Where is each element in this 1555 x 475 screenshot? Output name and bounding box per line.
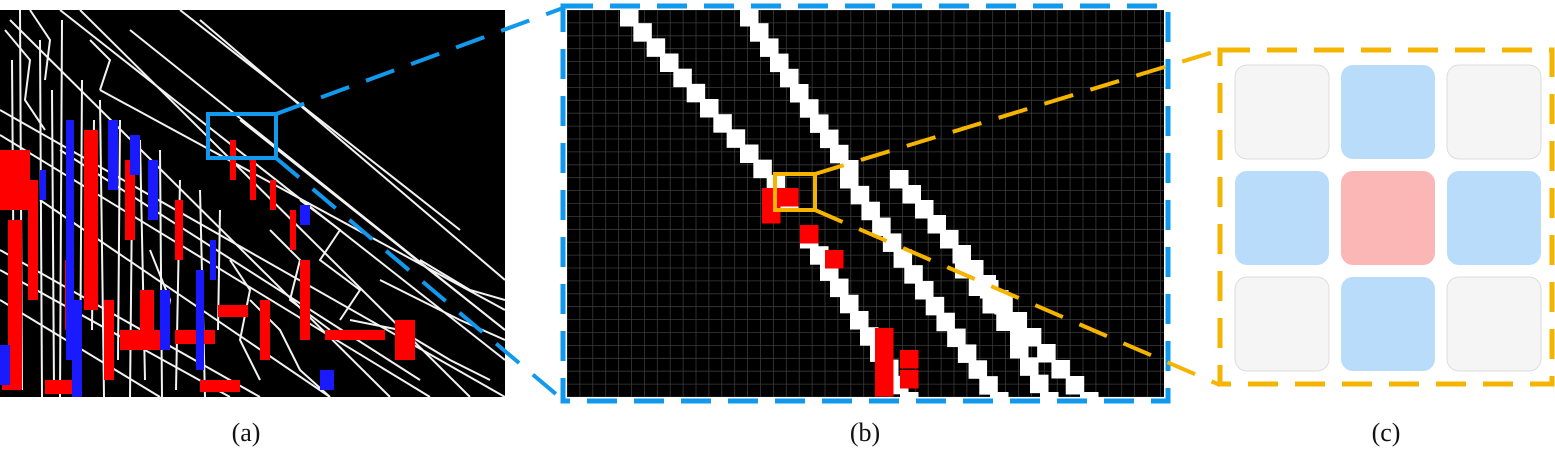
red-pixel	[875, 345, 894, 364]
edge-pixel	[750, 23, 769, 42]
edge-pixel	[1030, 374, 1049, 394]
red-pixel	[900, 350, 919, 369]
caption-b: (b)	[849, 418, 881, 447]
panel-b-pixels	[620, 10, 1099, 397]
edge-pixel	[860, 327, 879, 346]
zoom-connector-ab	[274, 6, 565, 402]
edge-pixel	[957, 344, 977, 363]
edge-pixel	[1040, 392, 1059, 397]
edge-pixel	[620, 10, 639, 27]
edge-pixel	[810, 246, 829, 265]
edge-pixel	[673, 68, 692, 88]
edge-pixel	[700, 99, 719, 118]
red-pixel	[762, 205, 781, 224]
edge-pixel	[780, 68, 799, 88]
edge-pixel	[968, 360, 988, 379]
panel-b	[560, 3, 1171, 404]
edge-pixel	[830, 144, 849, 164]
edge-pixel	[890, 170, 909, 189]
edge-pixel	[882, 233, 902, 252]
edge-pixel	[1010, 340, 1029, 359]
neighborhood-cell-gray	[1234, 276, 1330, 372]
edge-pixel	[900, 392, 919, 397]
neighborhood-cell-blue	[1341, 65, 1435, 159]
edge-pixel	[947, 328, 966, 348]
edge-pixel	[1051, 360, 1070, 379]
edge-pixel	[810, 114, 829, 133]
edge-pixel	[968, 277, 988, 296]
edge-pixel	[660, 53, 679, 72]
edge-pixel	[770, 53, 789, 73]
red-pixel	[900, 370, 919, 389]
red-pixel	[875, 362, 894, 381]
edge-pixel	[1065, 376, 1085, 395]
edge-pixel	[840, 294, 859, 314]
zoom-box-b	[773, 172, 817, 212]
neighborhood-cell-gray	[1446, 276, 1542, 372]
panel-a	[0, 10, 505, 397]
edge-pixel	[753, 159, 772, 179]
edge-pixel	[915, 281, 934, 300]
edge-pixel	[830, 278, 849, 298]
red-pixel	[762, 188, 781, 207]
edge-pixel	[940, 230, 959, 249]
edge-pixel	[902, 185, 921, 204]
edge-pixel	[633, 23, 652, 42]
edge-pixel	[982, 295, 1001, 314]
edge-pixel	[936, 312, 955, 332]
zoom-box-a	[206, 112, 278, 160]
edge-pixel	[979, 376, 998, 395]
panel-a-points	[0, 120, 415, 397]
edge-pixel	[686, 83, 706, 103]
red-pixel	[875, 328, 894, 347]
edge-pixel	[904, 265, 923, 284]
edge-pixel	[927, 215, 946, 234]
edge-pixel	[800, 99, 819, 118]
caption-a: (a)	[231, 418, 261, 447]
panel-c	[1217, 47, 1555, 387]
red-pixel	[800, 225, 819, 244]
edge-pixel	[790, 84, 809, 103]
edge-pixel	[915, 200, 934, 219]
edge-pixel	[726, 129, 746, 148]
edge-pixel	[893, 249, 913, 268]
zoom-connector-bc	[814, 48, 1221, 387]
edge-pixel	[1020, 357, 1039, 376]
edge-pixel	[925, 296, 945, 316]
edge-pixel	[713, 114, 732, 133]
red-pixel	[825, 250, 844, 269]
edge-pixel	[850, 185, 870, 205]
edge-pixel	[861, 201, 880, 221]
panel-c-neighborhood	[1234, 64, 1542, 372]
neighborhood-cell-blue	[1447, 171, 1541, 265]
neighborhood-cell-blue	[1341, 277, 1435, 371]
edge-pixel	[990, 392, 1009, 397]
neighborhood-cell-red	[1341, 171, 1435, 265]
edge-pixel	[740, 144, 759, 163]
edge-pixel	[760, 38, 779, 57]
edge-pixel	[840, 170, 859, 189]
red-pixel	[875, 378, 894, 397]
edge-pixel	[952, 245, 971, 264]
red-pixel	[780, 188, 799, 207]
neighborhood-cell-gray	[1234, 64, 1330, 160]
panel-b-frame	[560, 3, 1171, 404]
edge-pixel	[820, 129, 839, 149]
edge-pixel	[1037, 344, 1056, 363]
neighborhood-cell-gray	[1446, 64, 1542, 160]
neighborhood-cell-blue	[1235, 171, 1329, 265]
edge-pixel	[996, 312, 1015, 331]
edge-pixel	[1080, 392, 1099, 397]
edge-pixel	[872, 217, 891, 237]
edge-pixel	[740, 10, 759, 27]
edge-pixel	[646, 38, 666, 57]
caption-c: (c)	[1371, 418, 1401, 447]
edge-pixel	[850, 311, 869, 330]
